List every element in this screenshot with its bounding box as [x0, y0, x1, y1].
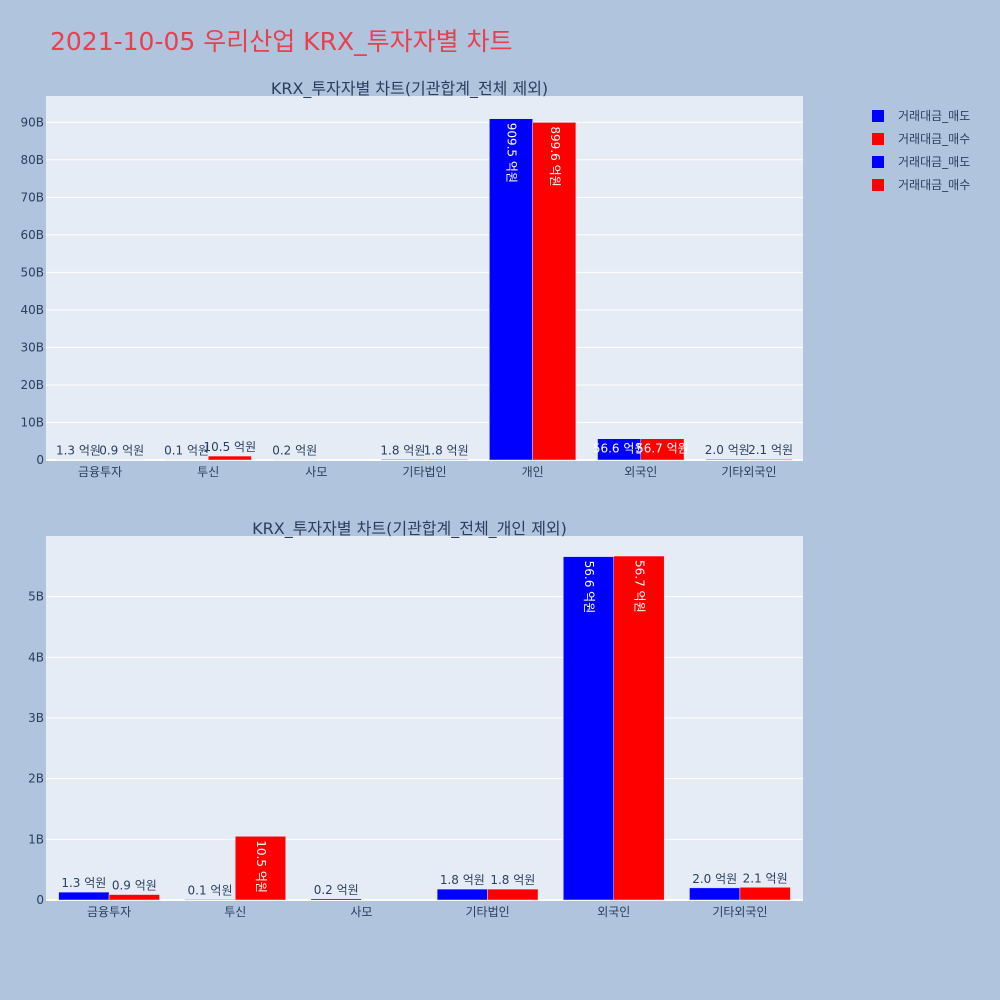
y-tick-label: 20B — [20, 378, 44, 392]
data-label: 0.1 억원 — [164, 444, 209, 458]
data-label: 2.0 억원 — [692, 872, 737, 886]
chart-top: KRX_투자자별 차트(기관합계_전체 제외) 0 10B 20B 30B 40B 50B 6… — [20, 79, 803, 479]
x-tick-label: 기타외국인 — [721, 465, 776, 479]
bar — [58, 891, 110, 901]
bar — [272, 459, 317, 461]
data-label: 909.5 억원 — [505, 123, 519, 183]
bar — [207, 455, 252, 461]
x-tick-label: 기타법인 — [402, 465, 446, 479]
bar — [164, 459, 209, 461]
y-tick-label: 4B — [28, 650, 44, 664]
data-label: 2.0 억원 — [705, 443, 750, 457]
data-label: 0.2 억원 — [272, 444, 317, 458]
y-tick-label: 10B — [20, 415, 44, 429]
x-tick-label: 금융투자 — [87, 905, 131, 919]
legend: 거래대금_매도 거래대금_매수 거래대금_매도 거래대금_매수 — [872, 104, 970, 196]
x-tick-label: 기타외국인 — [712, 905, 767, 919]
data-label: 56.6 억원 — [593, 441, 646, 455]
bar — [436, 888, 488, 901]
bar — [563, 556, 614, 901]
y-tick-label: 0 — [36, 453, 44, 467]
y-tick-label: 2B — [28, 772, 44, 786]
bar — [748, 458, 793, 461]
bar — [613, 555, 665, 901]
legend-swatch — [872, 178, 884, 191]
data-label: 0.2 억원 — [314, 883, 359, 897]
data-label: 1.3 억원 — [61, 876, 106, 890]
bar — [705, 458, 750, 461]
y-tick-label: 40B — [20, 303, 44, 317]
x-tick-label: 외국인 — [624, 465, 657, 479]
data-label: 56.7 억원 — [636, 441, 689, 455]
bar — [380, 459, 425, 461]
data-label: 2.1 억원 — [743, 871, 788, 885]
bar — [640, 438, 685, 461]
bar — [487, 888, 539, 901]
bar — [108, 894, 160, 901]
legend-item[interactable]: 거래대금_매수 — [872, 127, 970, 150]
y-tick-label: 90B — [20, 115, 44, 129]
x-tick-label: 사모 — [350, 905, 372, 919]
x-tick-label: 기타법인 — [465, 905, 509, 919]
page-title: 2021-10-05 우리산업 KRX_투자자별 차트 — [50, 27, 513, 56]
y-tick-label: 50B — [20, 265, 44, 279]
y-tick-label: 80B — [20, 153, 44, 167]
legend-swatch — [872, 109, 884, 122]
legend-swatch — [872, 155, 884, 168]
bar — [489, 118, 533, 461]
x-tick-label: 외국인 — [597, 905, 630, 919]
bar — [56, 459, 101, 461]
bar — [532, 122, 577, 461]
x-tick-label: 금융투자 — [78, 465, 122, 479]
data-label: 0.9 억원 — [112, 879, 157, 893]
legend-item[interactable]: 거래대금_매도 — [872, 150, 970, 173]
chart-bottom: KRX_투자자별 차트(기관합계_전체_개인 제외) 0 1B 2B 3B 4B 5B 금융투… — [28, 519, 803, 919]
legend-swatch — [872, 132, 884, 145]
plot-area — [46, 96, 803, 460]
data-label: 2.1 억원 — [748, 443, 793, 457]
y-tick-label: 70B — [20, 190, 44, 204]
x-tick-label: 투신 — [197, 465, 219, 479]
legend-item[interactable]: 거래대금_매수 — [872, 173, 970, 196]
y-tick-label: 5B — [28, 590, 44, 604]
y-tick-label: 30B — [20, 340, 44, 354]
bar — [235, 836, 286, 901]
data-label: 1.8 억원 — [490, 873, 535, 887]
data-label: 1.8 억원 — [380, 443, 425, 457]
y-tick-label: 60B — [20, 228, 44, 242]
x-tick-label: 개인 — [522, 465, 544, 479]
x-tick-label: 투신 — [224, 905, 246, 919]
chart-title: KRX_투자자별 차트(기관합계_전체_개인 제외) — [252, 519, 567, 539]
data-label: 0.1 억원 — [188, 883, 233, 897]
data-label: 10.5 억원 — [204, 440, 257, 454]
data-label: 1.8 억원 — [424, 443, 469, 457]
bar — [424, 459, 469, 461]
data-label: 56.6 억원 — [582, 561, 596, 614]
bar — [689, 887, 741, 901]
chart-title: KRX_투자자별 차트(기관합계_전체 제외) — [271, 79, 548, 99]
data-label: 1.3 억원 — [56, 444, 101, 458]
data-label: 56.7 억원 — [632, 560, 646, 613]
legend-label: 거래대금_매도 — [898, 109, 971, 123]
legend-label: 거래대금_매수 — [898, 178, 971, 192]
data-label: 10.5 억원 — [254, 840, 268, 893]
data-label: 0.9 억원 — [99, 444, 144, 458]
bar — [310, 898, 362, 901]
legend-label: 거래대금_매수 — [898, 132, 971, 146]
y-tick-label: 3B — [28, 711, 44, 725]
x-tick-label: 사모 — [305, 465, 327, 479]
y-tick-label: 0 — [36, 893, 44, 907]
bar — [99, 459, 144, 461]
bar — [184, 899, 236, 901]
data-label: 1.8 억원 — [440, 873, 485, 887]
data-label: 899.6 억원 — [548, 126, 562, 186]
y-tick-label: 1B — [28, 832, 44, 846]
bar — [739, 887, 791, 901]
legend-item[interactable]: 거래대금_매도 — [872, 104, 970, 127]
legend-label: 거래대금_매도 — [898, 155, 971, 169]
